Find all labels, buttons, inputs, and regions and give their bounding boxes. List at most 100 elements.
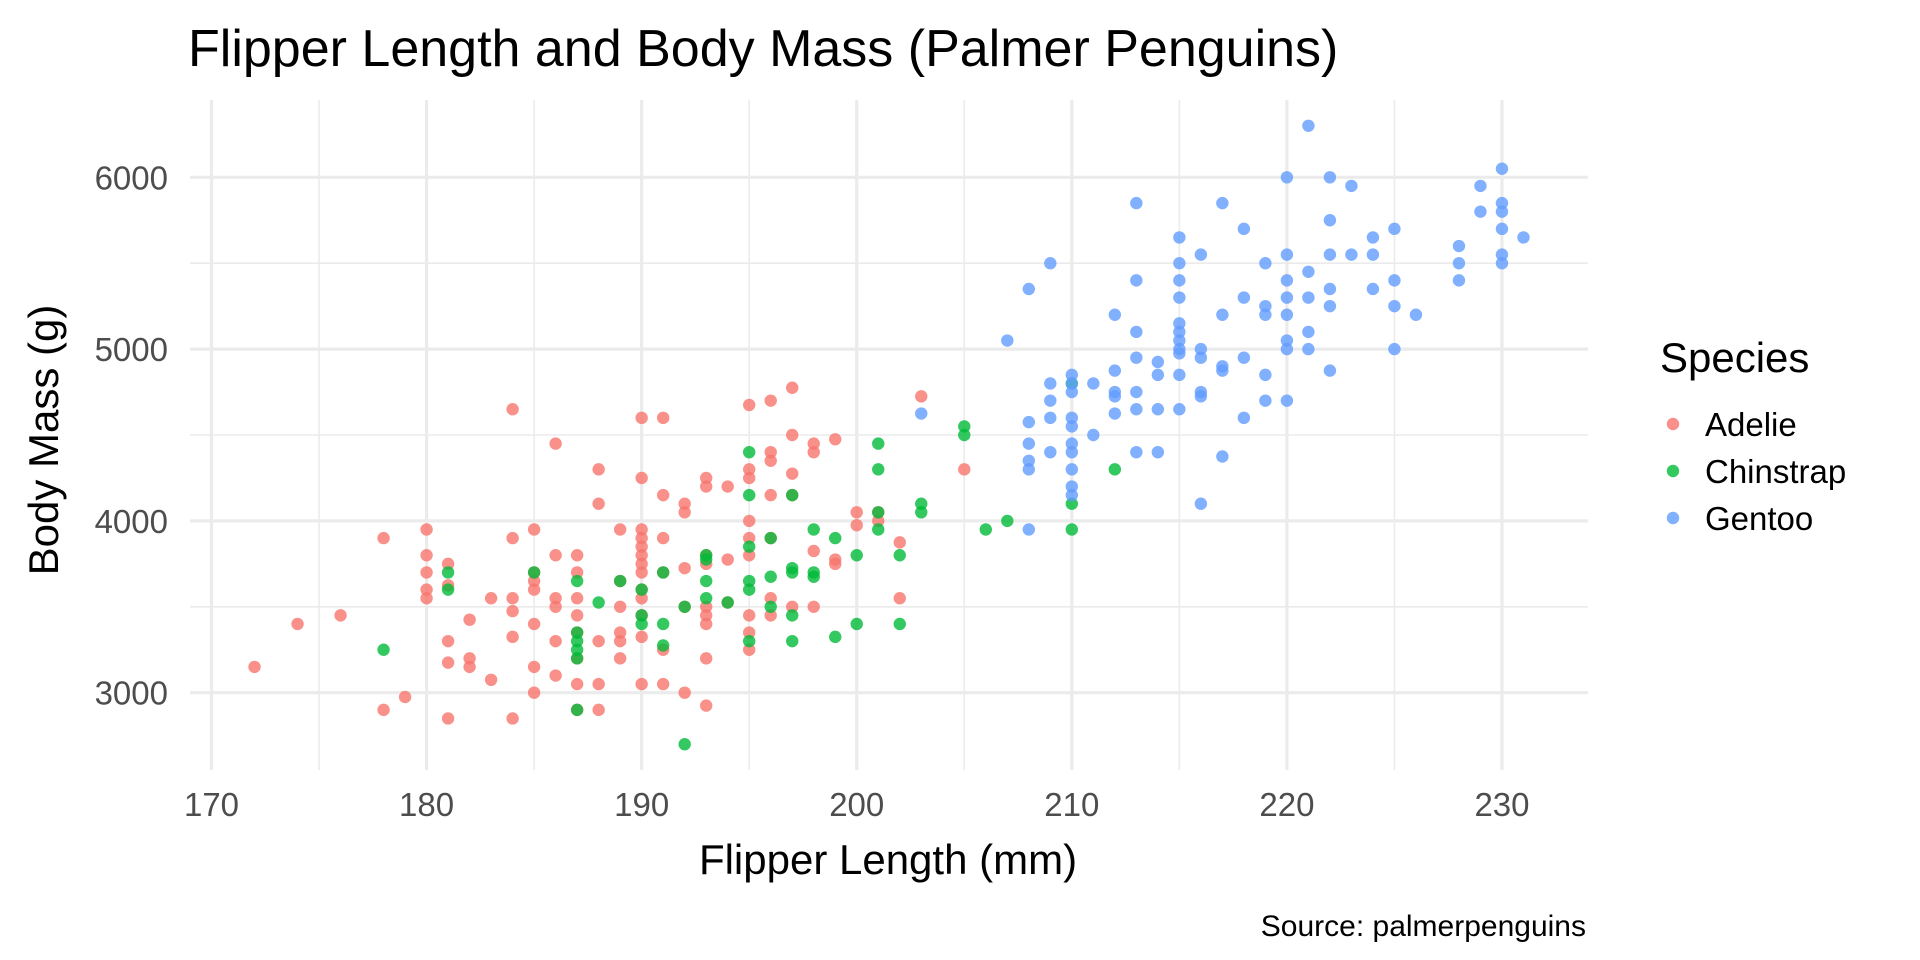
legend-item-adelie: Adelie — [1666, 406, 1797, 443]
data-point — [807, 544, 820, 558]
data-point — [1388, 274, 1401, 287]
data-point — [1065, 463, 1079, 476]
data-point — [1130, 445, 1143, 459]
data-point — [1065, 377, 1079, 390]
data-point — [1044, 411, 1057, 425]
data-point — [829, 630, 842, 644]
data-point — [893, 536, 906, 549]
x-tick-label: 190 — [614, 786, 669, 823]
data-point — [549, 634, 562, 648]
data-point — [1087, 377, 1100, 390]
data-point — [764, 454, 777, 467]
data-point — [506, 403, 519, 416]
data-point — [463, 660, 476, 674]
data-point — [1151, 445, 1165, 459]
data-point — [527, 617, 541, 631]
data-point — [527, 583, 541, 596]
data-point — [721, 596, 734, 609]
legend: Species Adelie Chinstrap Gentoo — [1660, 334, 1846, 537]
data-point — [1302, 325, 1315, 339]
data-point — [1495, 248, 1509, 261]
data-point — [1022, 437, 1035, 450]
data-point — [1216, 196, 1229, 210]
data-point — [592, 463, 605, 476]
data-point — [743, 445, 756, 459]
x-tick-label: 210 — [1044, 786, 1099, 823]
series-gentoo — [915, 119, 1530, 536]
data-point — [377, 703, 390, 717]
data-point — [1345, 248, 1358, 261]
series-chinstrap — [377, 377, 1122, 751]
data-point — [829, 531, 842, 545]
data-point — [549, 549, 562, 562]
data-point — [786, 381, 799, 394]
data-point — [850, 617, 863, 631]
data-point — [1323, 282, 1337, 296]
data-point — [1022, 415, 1035, 429]
data-point — [1130, 385, 1143, 399]
data-point — [1474, 205, 1487, 218]
data-point — [1151, 355, 1165, 369]
data-point — [872, 514, 885, 528]
data-point — [527, 574, 541, 588]
data-point — [743, 549, 756, 562]
data-point — [420, 583, 433, 596]
data-point — [699, 574, 713, 588]
data-point — [1022, 282, 1035, 296]
data-point — [592, 703, 605, 717]
data-point — [635, 471, 648, 485]
data-point — [1065, 497, 1079, 510]
data-point — [1280, 334, 1294, 347]
data-point — [743, 643, 756, 656]
data-point — [1280, 342, 1294, 356]
data-point — [1517, 231, 1530, 244]
data-point — [1280, 308, 1294, 321]
data-point — [527, 566, 541, 579]
data-point — [743, 609, 756, 622]
data-point — [635, 630, 648, 644]
data-point — [1065, 488, 1079, 502]
data-point — [506, 712, 519, 725]
data-point — [829, 557, 842, 571]
data-point — [635, 609, 648, 622]
data-point — [1302, 265, 1315, 278]
data-point — [420, 523, 433, 536]
data-point — [1216, 364, 1229, 377]
data-point — [699, 480, 713, 493]
data-point — [699, 609, 713, 622]
data-point — [786, 428, 799, 442]
data-point — [721, 553, 734, 566]
data-point — [1452, 274, 1466, 287]
data-point — [570, 626, 584, 639]
data-point — [1323, 299, 1337, 313]
data-point — [699, 617, 713, 631]
data-point — [1065, 420, 1079, 433]
y-tick-label: 3000 — [95, 675, 168, 712]
data-point — [1194, 497, 1208, 510]
data-point — [635, 566, 648, 579]
data-point — [1323, 364, 1337, 377]
data-point — [1022, 463, 1035, 476]
data-point — [613, 523, 627, 536]
axes: 170 180 190 200 210 220 230 3000 4000 5000 6000 — [95, 159, 1530, 823]
data-point — [743, 634, 756, 648]
data-point — [872, 437, 885, 450]
y-tick-label: 5000 — [95, 331, 168, 368]
legend-items: Adelie Chinstrap Gentoo — [1666, 406, 1846, 537]
data-point — [1237, 291, 1251, 304]
data-point — [1194, 248, 1208, 261]
data-point — [699, 592, 713, 605]
data-point — [1173, 274, 1186, 287]
data-point — [1259, 368, 1272, 382]
data-point — [570, 643, 584, 656]
data-point — [1194, 390, 1208, 403]
data-point — [1495, 196, 1509, 210]
data-point — [872, 523, 885, 536]
data-point — [1216, 450, 1229, 463]
data-point — [506, 604, 519, 618]
data-point — [1194, 351, 1208, 364]
data-point — [764, 600, 777, 613]
data-point — [743, 583, 756, 596]
data-point — [635, 583, 648, 596]
